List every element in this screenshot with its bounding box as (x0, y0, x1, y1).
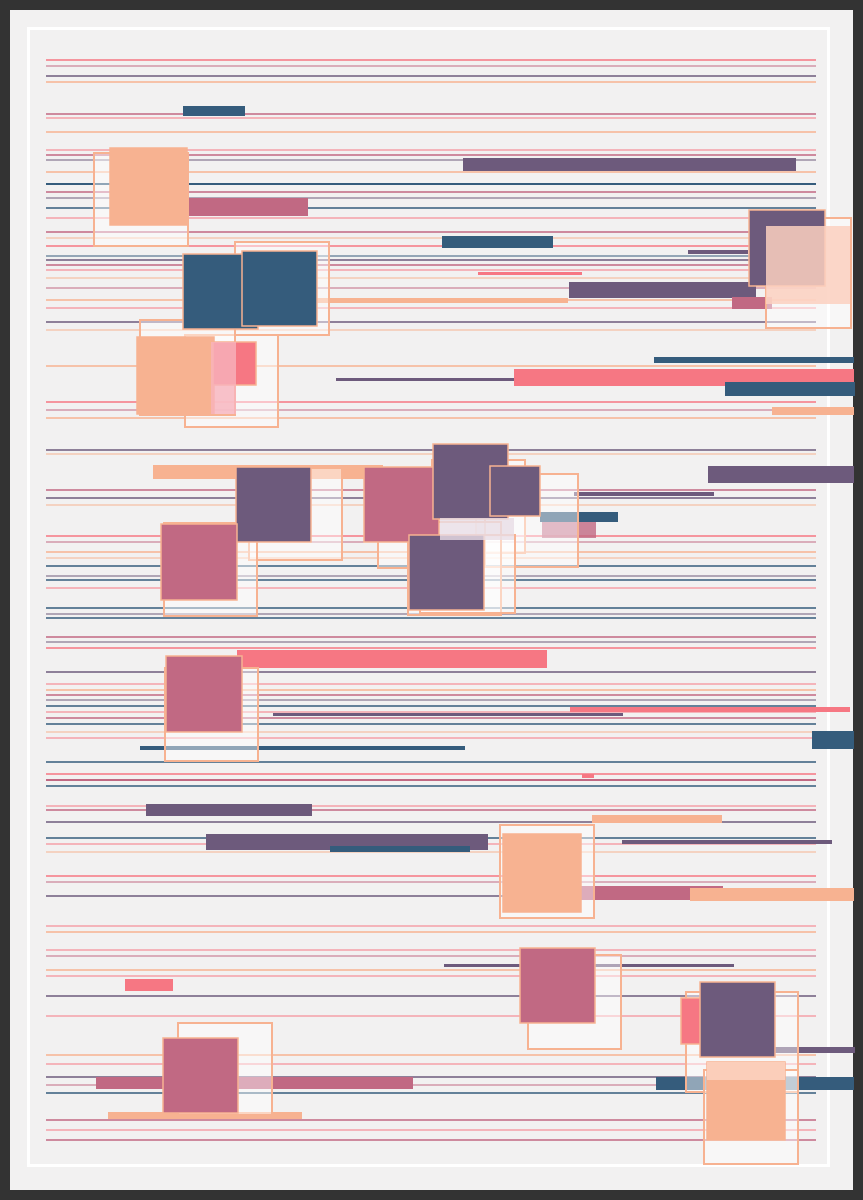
thick-bar (330, 846, 470, 852)
thick-bar (732, 297, 772, 309)
thick-bar (708, 466, 854, 483)
thick-bar (570, 707, 850, 712)
translucent-overlay (766, 226, 850, 304)
thick-bar (622, 840, 832, 844)
thick-bar (463, 158, 796, 171)
thick-bar (812, 731, 854, 749)
thick-bar (312, 298, 568, 303)
thick-bar (140, 746, 465, 750)
thick-bar (775, 1047, 855, 1053)
thick-bar (569, 282, 756, 298)
thick-bar (654, 357, 854, 363)
solid-square (235, 466, 312, 543)
solid-square (160, 523, 238, 601)
thick-bar (183, 106, 245, 116)
thick-bar (582, 774, 594, 778)
solid-square (162, 1037, 239, 1114)
thick-bar (688, 250, 748, 254)
solid-square (489, 465, 541, 517)
translucent-overlay (440, 518, 514, 540)
thick-bar (188, 198, 308, 216)
solid-square (109, 147, 188, 226)
thick-bar (574, 492, 714, 496)
solid-square (502, 833, 582, 913)
thick-bar (542, 522, 596, 538)
solid-square (136, 336, 215, 415)
thick-bar (125, 979, 173, 991)
solid-square (241, 250, 318, 327)
thick-bar (478, 272, 582, 275)
thick-bar (772, 407, 854, 415)
solid-square (408, 534, 485, 611)
solid-square (699, 981, 776, 1058)
translucent-overlay (211, 342, 236, 414)
thick-bar (560, 886, 723, 900)
solid-square (363, 466, 440, 543)
white-inner-border (27, 27, 830, 1167)
thick-bar (514, 369, 854, 386)
thick-bar (336, 378, 516, 381)
thick-bar (237, 650, 547, 668)
thick-bar (273, 713, 623, 716)
solid-square (519, 947, 596, 1024)
thick-bar (442, 236, 553, 248)
thick-bar (146, 804, 312, 816)
thick-bar (592, 815, 722, 823)
solid-square (165, 655, 243, 733)
thick-bar (725, 382, 855, 396)
translucent-overlay (707, 1062, 785, 1080)
thick-bar (690, 888, 854, 901)
